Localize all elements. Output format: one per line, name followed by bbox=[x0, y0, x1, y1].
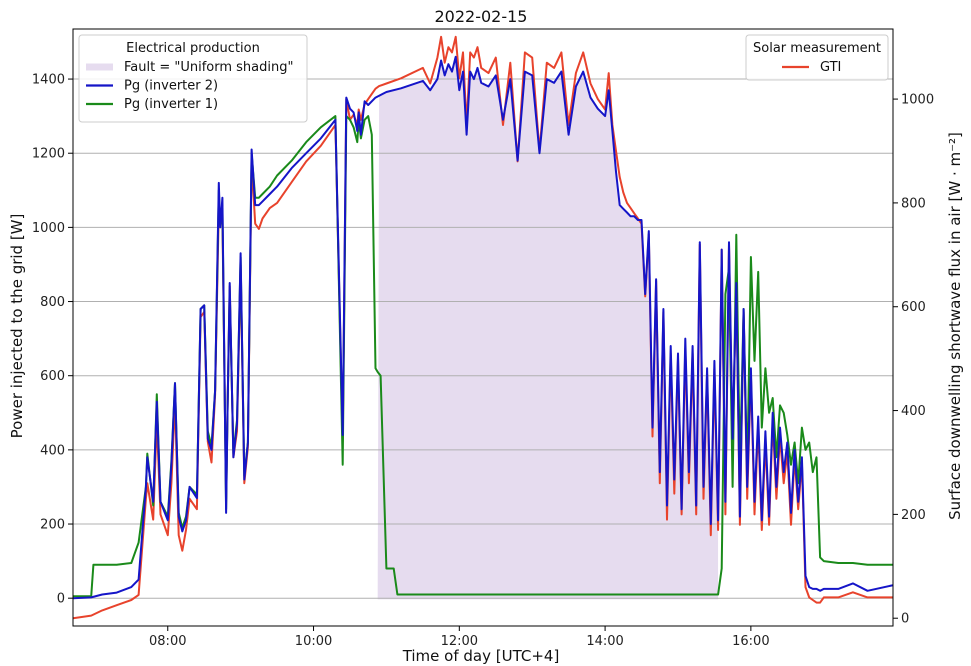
legend-solar-measurement: Solar measurement GTI bbox=[745, 34, 889, 81]
y-left-tick-label: 0 bbox=[57, 592, 65, 607]
y-left-tick-label: 400 bbox=[40, 443, 65, 458]
fault-span-baseline bbox=[377, 598, 719, 600]
series-line-pg-inverter-1- bbox=[73, 115, 893, 598]
y-right-tick-label: 0 bbox=[901, 612, 909, 627]
y-left-tick-label: 1400 bbox=[32, 73, 65, 88]
y-right-tick-label: 1000 bbox=[901, 93, 934, 108]
x-tick-label: 14:00 bbox=[586, 634, 623, 649]
y-right-tick-label: 200 bbox=[901, 508, 926, 523]
y-axis-right-label: Surface downwelling shortwave flux in ai… bbox=[946, 132, 964, 520]
fault-span-region bbox=[377, 56, 719, 599]
x-tick-label: 08:00 bbox=[149, 634, 186, 649]
legend-right-title: Solar measurement bbox=[753, 41, 881, 56]
y-axis-left-label: Power injected to the grid [W] bbox=[8, 214, 26, 439]
x-tick-label: 16:00 bbox=[732, 634, 769, 649]
y-left-tick-label: 600 bbox=[40, 369, 65, 384]
y-right-tick-label: 400 bbox=[901, 404, 926, 419]
x-axis-label: Time of day [UTC+4] bbox=[402, 647, 560, 665]
legend-right-box bbox=[745, 34, 889, 81]
y-left-tick-label: 200 bbox=[40, 518, 65, 533]
legend-left-entry: Pg (inverter 1) bbox=[124, 97, 218, 112]
y-right-tick-label: 600 bbox=[901, 300, 926, 315]
plot-frame bbox=[72, 28, 894, 627]
y-right-tick-label: 800 bbox=[901, 196, 926, 211]
legend-left-title: Electrical production bbox=[126, 41, 260, 56]
x-tick-label: 10:00 bbox=[295, 634, 332, 649]
y-left-tick-label: 800 bbox=[40, 295, 65, 310]
x-tick-label: 12:00 bbox=[441, 634, 478, 649]
y-left-tick-label: 1000 bbox=[32, 221, 65, 236]
legend-right-entry: GTI bbox=[820, 60, 841, 75]
y-left-tick-label: 1200 bbox=[32, 147, 65, 162]
legend-left-entry: Pg (inverter 2) bbox=[124, 79, 218, 94]
chart-title: 2022-02-15 bbox=[435, 7, 528, 26]
legend-left-box bbox=[78, 34, 308, 123]
series-line-pg-inverter-2- bbox=[73, 55, 893, 600]
legend-left-entry: Fault = "Uniform shading" bbox=[124, 60, 293, 75]
legend-electrical-production: Electrical production Fault = "Uniform sh… bbox=[78, 34, 308, 123]
